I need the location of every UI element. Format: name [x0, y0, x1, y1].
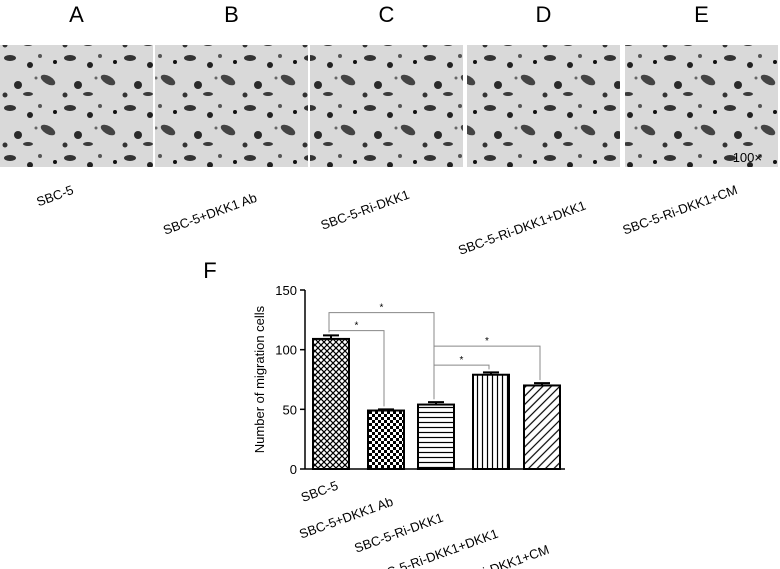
significance-label: *: [485, 336, 489, 347]
y-tick-label: 0: [290, 462, 297, 477]
y-axis-title: Number of migration cells: [252, 305, 267, 453]
panel-label: SBC-5+DKK1 Ab: [161, 190, 259, 238]
panel-letter: F: [203, 258, 216, 283]
y-tick-label: 150: [275, 283, 297, 298]
panel-letter: B: [224, 2, 239, 27]
panel-label: SBC-5-Ri-DKK1: [319, 187, 412, 233]
error-bar: [534, 382, 550, 386]
magnification: 100×: [733, 150, 762, 165]
micrograph: [467, 45, 620, 167]
micrograph: [625, 45, 778, 167]
error-bar: [483, 371, 499, 375]
error-bar: [323, 334, 339, 339]
bar: [417, 403, 455, 470]
panel-letter: C: [379, 2, 395, 27]
y-tick-label: 50: [283, 402, 297, 417]
error-bar: [378, 408, 394, 411]
micrograph: [310, 45, 463, 167]
panel-label: SBC-5: [34, 182, 75, 209]
bar: [472, 373, 510, 470]
bar: [312, 337, 350, 470]
bar: [523, 384, 561, 471]
significance-bracket: [328, 330, 385, 407]
micrograph: [0, 45, 153, 167]
y-tick-label: 100: [275, 343, 297, 358]
significance-label: *: [380, 303, 384, 314]
panel-label: SBC-5-Ri-DKK1+DKK1: [456, 198, 588, 258]
significance-bracket: [433, 364, 490, 400]
error-bar: [428, 401, 444, 405]
significance-label: *: [355, 321, 359, 332]
panel-letter: A: [69, 2, 84, 27]
micrograph: [155, 45, 308, 167]
panel-letter: D: [536, 2, 552, 27]
x-tick-label: SBC-5: [299, 478, 340, 505]
bar: [367, 409, 405, 471]
panel-letter: E: [694, 2, 709, 27]
panel-label: SBC-5-Ri-DKK1+CM: [621, 182, 740, 237]
significance-label: *: [460, 355, 464, 366]
